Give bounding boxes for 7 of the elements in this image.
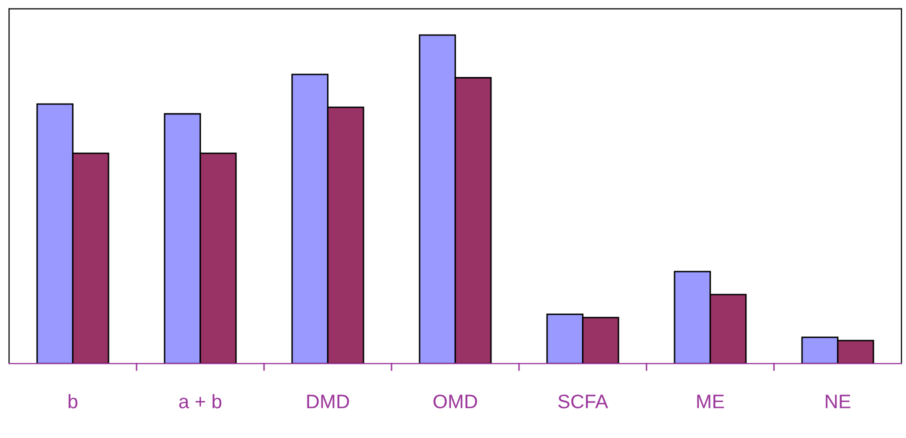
x-tick-label: ME <box>697 394 724 408</box>
x-tick-label: OMD <box>434 394 478 408</box>
x-tick-label: b <box>68 394 78 408</box>
x-tick-label: a + b <box>179 394 222 408</box>
x-tick-label: SCFA <box>558 394 608 408</box>
x-tick-label: DMD <box>307 394 349 408</box>
x-tick-label: NE <box>826 394 850 408</box>
